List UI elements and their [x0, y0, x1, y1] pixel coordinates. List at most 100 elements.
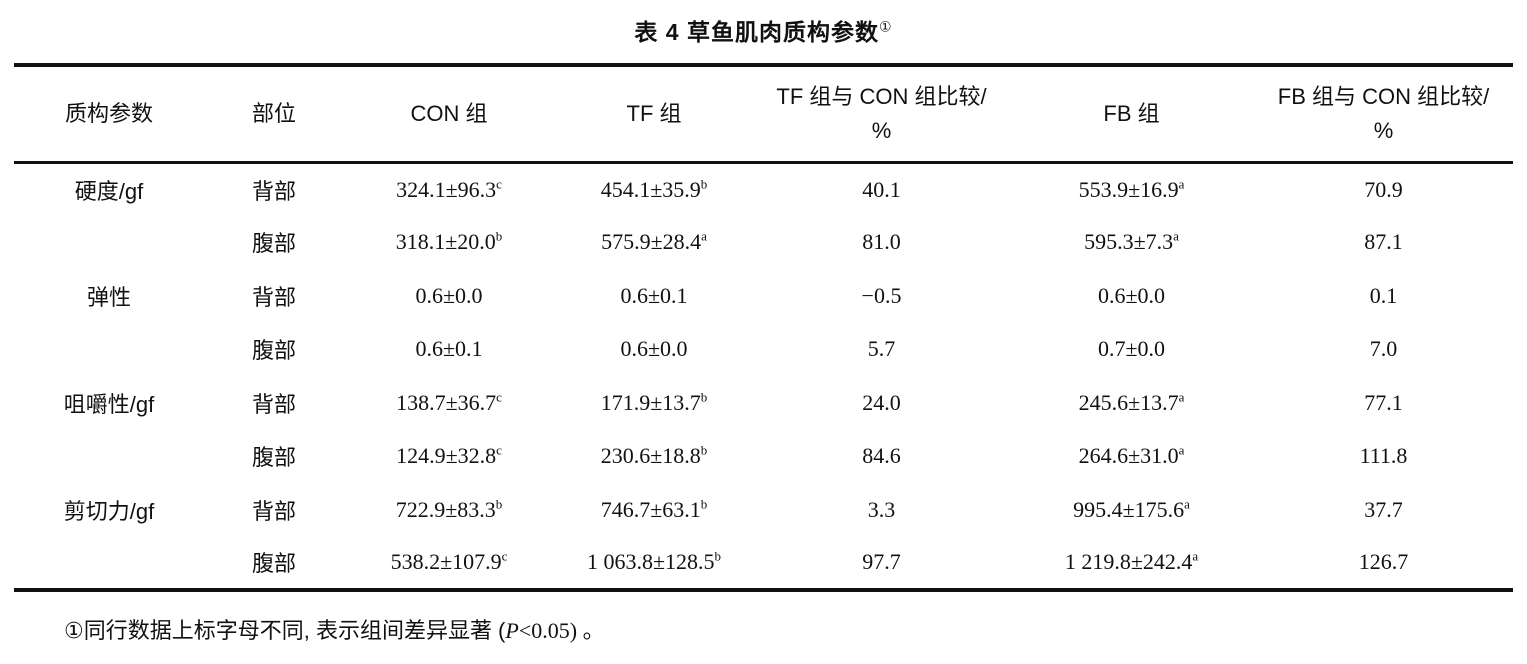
fb-vs-con-value: 111.8 — [1359, 443, 1408, 469]
con-value: 138.7±36.7c — [396, 389, 502, 415]
table-title-text: 表 4 草鱼肌肉质构参数 — [634, 19, 879, 45]
tf-vs-con-value: −0.5 — [861, 282, 902, 308]
table-header: 质构参数 部位 CON 组 TF 组 TF 组与 CON 组比较/% FB 组 … — [14, 65, 1513, 164]
significance-letter: c — [496, 176, 502, 192]
part-cell: 腹部 — [251, 551, 296, 577]
param-cell — [14, 537, 204, 591]
tf-value: 230.6±18.8b — [600, 442, 708, 469]
con-value: 0.6±0.0 — [415, 282, 483, 308]
significance-letter: b — [495, 496, 503, 512]
fb-vs-con-value: 87.1 — [1364, 229, 1403, 255]
header-fb-group: FB 组 — [1009, 65, 1254, 164]
fb-vs-con-value: 0.1 — [1369, 282, 1398, 308]
param-cell: 剪切力/gf — [63, 498, 155, 524]
significance-letter: b — [495, 228, 503, 244]
con-value: 124.9±32.8c — [396, 442, 502, 469]
part-cell: 腹部 — [251, 445, 296, 471]
table-title: 表 4 草鱼肌肉质构参数① — [0, 0, 1527, 47]
significance-letter: c — [496, 442, 502, 458]
significance-letter: b — [714, 548, 722, 564]
table-row: 咀嚼性/gf 背部 138.7±36.7c 171.9±13.7b 24.0 2… — [14, 376, 1513, 430]
con-value: 324.1±96.3c — [396, 176, 502, 202]
fb-value: 553.9±16.9a — [1078, 176, 1185, 202]
tf-vs-con-value: 97.7 — [862, 549, 901, 575]
header-tf-vs-con: TF 组与 CON 组比较/% — [754, 65, 1009, 164]
tf-value: 0.6±0.0 — [620, 336, 688, 362]
part-cell: 腹部 — [251, 231, 296, 257]
fb-value: 995.4±175.6a — [1073, 496, 1190, 522]
table-row: 弹性 背部 0.6±0.0 0.6±0.1 −0.5 0.6±0.0 0.1 — [14, 269, 1513, 323]
fb-value: 0.7±0.0 — [1097, 336, 1166, 362]
significance-letter: a — [1178, 176, 1185, 192]
header-texture-parameter: 质构参数 — [14, 65, 204, 164]
significance-letter: b — [700, 496, 708, 512]
table-row: 腹部 538.2±107.9c 1 063.8±128.5b 97.7 1 21… — [14, 537, 1513, 591]
header-tf-group: TF 组 — [554, 65, 754, 164]
part-cell: 背部 — [251, 284, 296, 310]
significance-letter: b — [700, 389, 708, 405]
tf-vs-con-value: 40.1 — [862, 176, 901, 202]
significance-letter: a — [1178, 442, 1185, 458]
significance-letter: a — [701, 228, 707, 244]
p-value-threshold: <0.05) 。 — [518, 618, 605, 643]
table-title-footnote-marker: ① — [879, 18, 893, 35]
fb-vs-con-value: 37.7 — [1364, 496, 1403, 522]
fb-value: 0.6±0.0 — [1097, 282, 1166, 308]
header-body-part: 部位 — [204, 65, 344, 164]
tf-value: 171.9±13.7b — [600, 389, 708, 415]
fb-value: 245.6±13.7a — [1078, 389, 1185, 415]
header-fb-vs-con: FB 组与 CON 组比较/% — [1254, 65, 1513, 164]
param-cell: 弹性 — [86, 284, 131, 310]
header-row: 质构参数 部位 CON 组 TF 组 TF 组与 CON 组比较/% FB 组 … — [14, 65, 1513, 164]
tf-value: 0.6±0.1 — [620, 282, 688, 308]
tf-vs-con-value: 84.6 — [862, 443, 901, 469]
param-cell — [14, 323, 204, 377]
con-value: 0.6±0.1 — [415, 336, 483, 362]
part-cell: 腹部 — [251, 338, 296, 364]
tf-value: 575.9±28.4a — [601, 228, 707, 255]
fb-value: 595.3±7.3a — [1084, 228, 1179, 255]
significance-letter: a — [1192, 548, 1199, 564]
p-value-symbol: P — [505, 618, 519, 643]
footnote-text: ①同行数据上标字母不同, 表示组间差异显著 ( — [64, 618, 506, 643]
fb-vs-con-value: 77.1 — [1364, 389, 1403, 415]
table-row: 硬度/gf 背部 324.1±96.3c 454.1±35.9b 40.1 55… — [14, 162, 1513, 216]
fb-vs-con-value: 126.7 — [1358, 549, 1409, 575]
table-row: 腹部 124.9±32.8c 230.6±18.8b 84.6 264.6±31… — [14, 430, 1513, 484]
param-cell: 咀嚼性/gf — [63, 391, 155, 417]
fb-vs-con-value: 7.0 — [1369, 336, 1398, 362]
tf-vs-con-value: 81.0 — [862, 229, 901, 255]
tf-vs-con-value: 24.0 — [862, 389, 901, 415]
con-value: 318.1±20.0b — [395, 228, 503, 255]
fb-vs-con-value: 70.9 — [1364, 176, 1403, 202]
significance-letter: a — [1173, 228, 1179, 244]
significance-letter: b — [700, 176, 708, 192]
table-row: 腹部 318.1±20.0b 575.9±28.4a 81.0 595.3±7.… — [14, 216, 1513, 270]
table-body: 硬度/gf 背部 324.1±96.3c 454.1±35.9b 40.1 55… — [14, 162, 1513, 590]
param-cell — [14, 430, 204, 484]
table-row: 腹部 0.6±0.1 0.6±0.0 5.7 0.7±0.0 7.0 — [14, 323, 1513, 377]
significance-letter: c — [496, 389, 502, 405]
param-cell — [14, 216, 204, 270]
table-footnote: ①同行数据上标字母不同, 表示组间差异显著 (P<0.05) 。 — [64, 613, 1527, 645]
param-cell: 硬度/gf — [74, 178, 144, 204]
significance-letter: c — [501, 548, 508, 564]
tf-vs-con-value: 3.3 — [867, 496, 896, 522]
con-value: 722.9±83.3b — [395, 496, 503, 522]
tf-value: 454.1±35.9b — [600, 176, 708, 202]
tf-value: 1 063.8±128.5b — [586, 548, 722, 575]
fb-value: 1 219.8±242.4a — [1064, 548, 1199, 575]
significance-letter: a — [1184, 496, 1190, 512]
fb-value: 264.6±31.0a — [1078, 442, 1185, 469]
significance-letter: b — [700, 442, 708, 458]
texture-parameters-table: 质构参数 部位 CON 组 TF 组 TF 组与 CON 组比较/% FB 组 … — [14, 63, 1513, 592]
significance-letter: a — [1178, 389, 1185, 405]
part-cell: 背部 — [251, 178, 296, 204]
header-con-group: CON 组 — [344, 65, 554, 164]
part-cell: 背部 — [251, 498, 296, 524]
tf-vs-con-value: 5.7 — [867, 336, 896, 362]
table-row: 剪切力/gf 背部 722.9±83.3b 746.7±63.1b 3.3 99… — [14, 483, 1513, 537]
part-cell: 背部 — [251, 391, 296, 417]
tf-value: 746.7±63.1b — [600, 496, 708, 522]
